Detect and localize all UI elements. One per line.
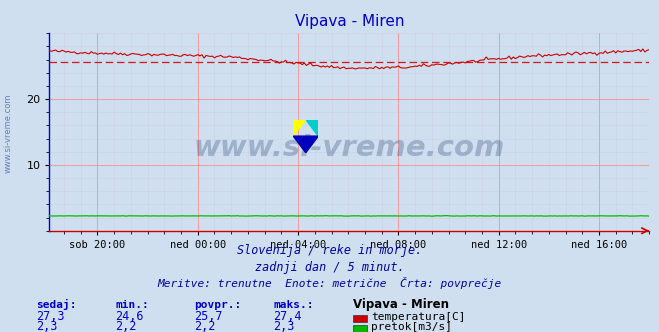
Text: Vipava - Miren: Vipava - Miren (353, 298, 449, 311)
Text: temperatura[C]: temperatura[C] (371, 312, 465, 322)
Polygon shape (306, 120, 318, 136)
Text: sedaj:: sedaj: (36, 299, 76, 310)
Text: pretok[m3/s]: pretok[m3/s] (371, 322, 452, 332)
Text: 24,6: 24,6 (115, 310, 144, 323)
Title: Vipava - Miren: Vipava - Miren (295, 14, 404, 29)
Text: 27,4: 27,4 (273, 310, 302, 323)
Text: 2,3: 2,3 (36, 320, 57, 332)
Text: povpr.:: povpr.: (194, 300, 242, 310)
Text: Slovenija / reke in morje.: Slovenija / reke in morje. (237, 244, 422, 257)
Polygon shape (293, 120, 306, 136)
Text: zadnji dan / 5 minut.: zadnji dan / 5 minut. (254, 261, 405, 274)
Text: 2,2: 2,2 (194, 320, 215, 332)
Text: maks.:: maks.: (273, 300, 314, 310)
Text: www.si-vreme.com: www.si-vreme.com (3, 93, 13, 173)
Text: 27,3: 27,3 (36, 310, 65, 323)
Polygon shape (293, 136, 318, 153)
Text: Meritve: trenutne  Enote: metrične  Črta: povprečje: Meritve: trenutne Enote: metrične Črta: … (158, 277, 501, 289)
Text: 2,2: 2,2 (115, 320, 136, 332)
Text: min.:: min.: (115, 300, 149, 310)
Text: 25,7: 25,7 (194, 310, 223, 323)
Text: 2,3: 2,3 (273, 320, 295, 332)
Text: www.si-vreme.com: www.si-vreme.com (194, 134, 505, 162)
